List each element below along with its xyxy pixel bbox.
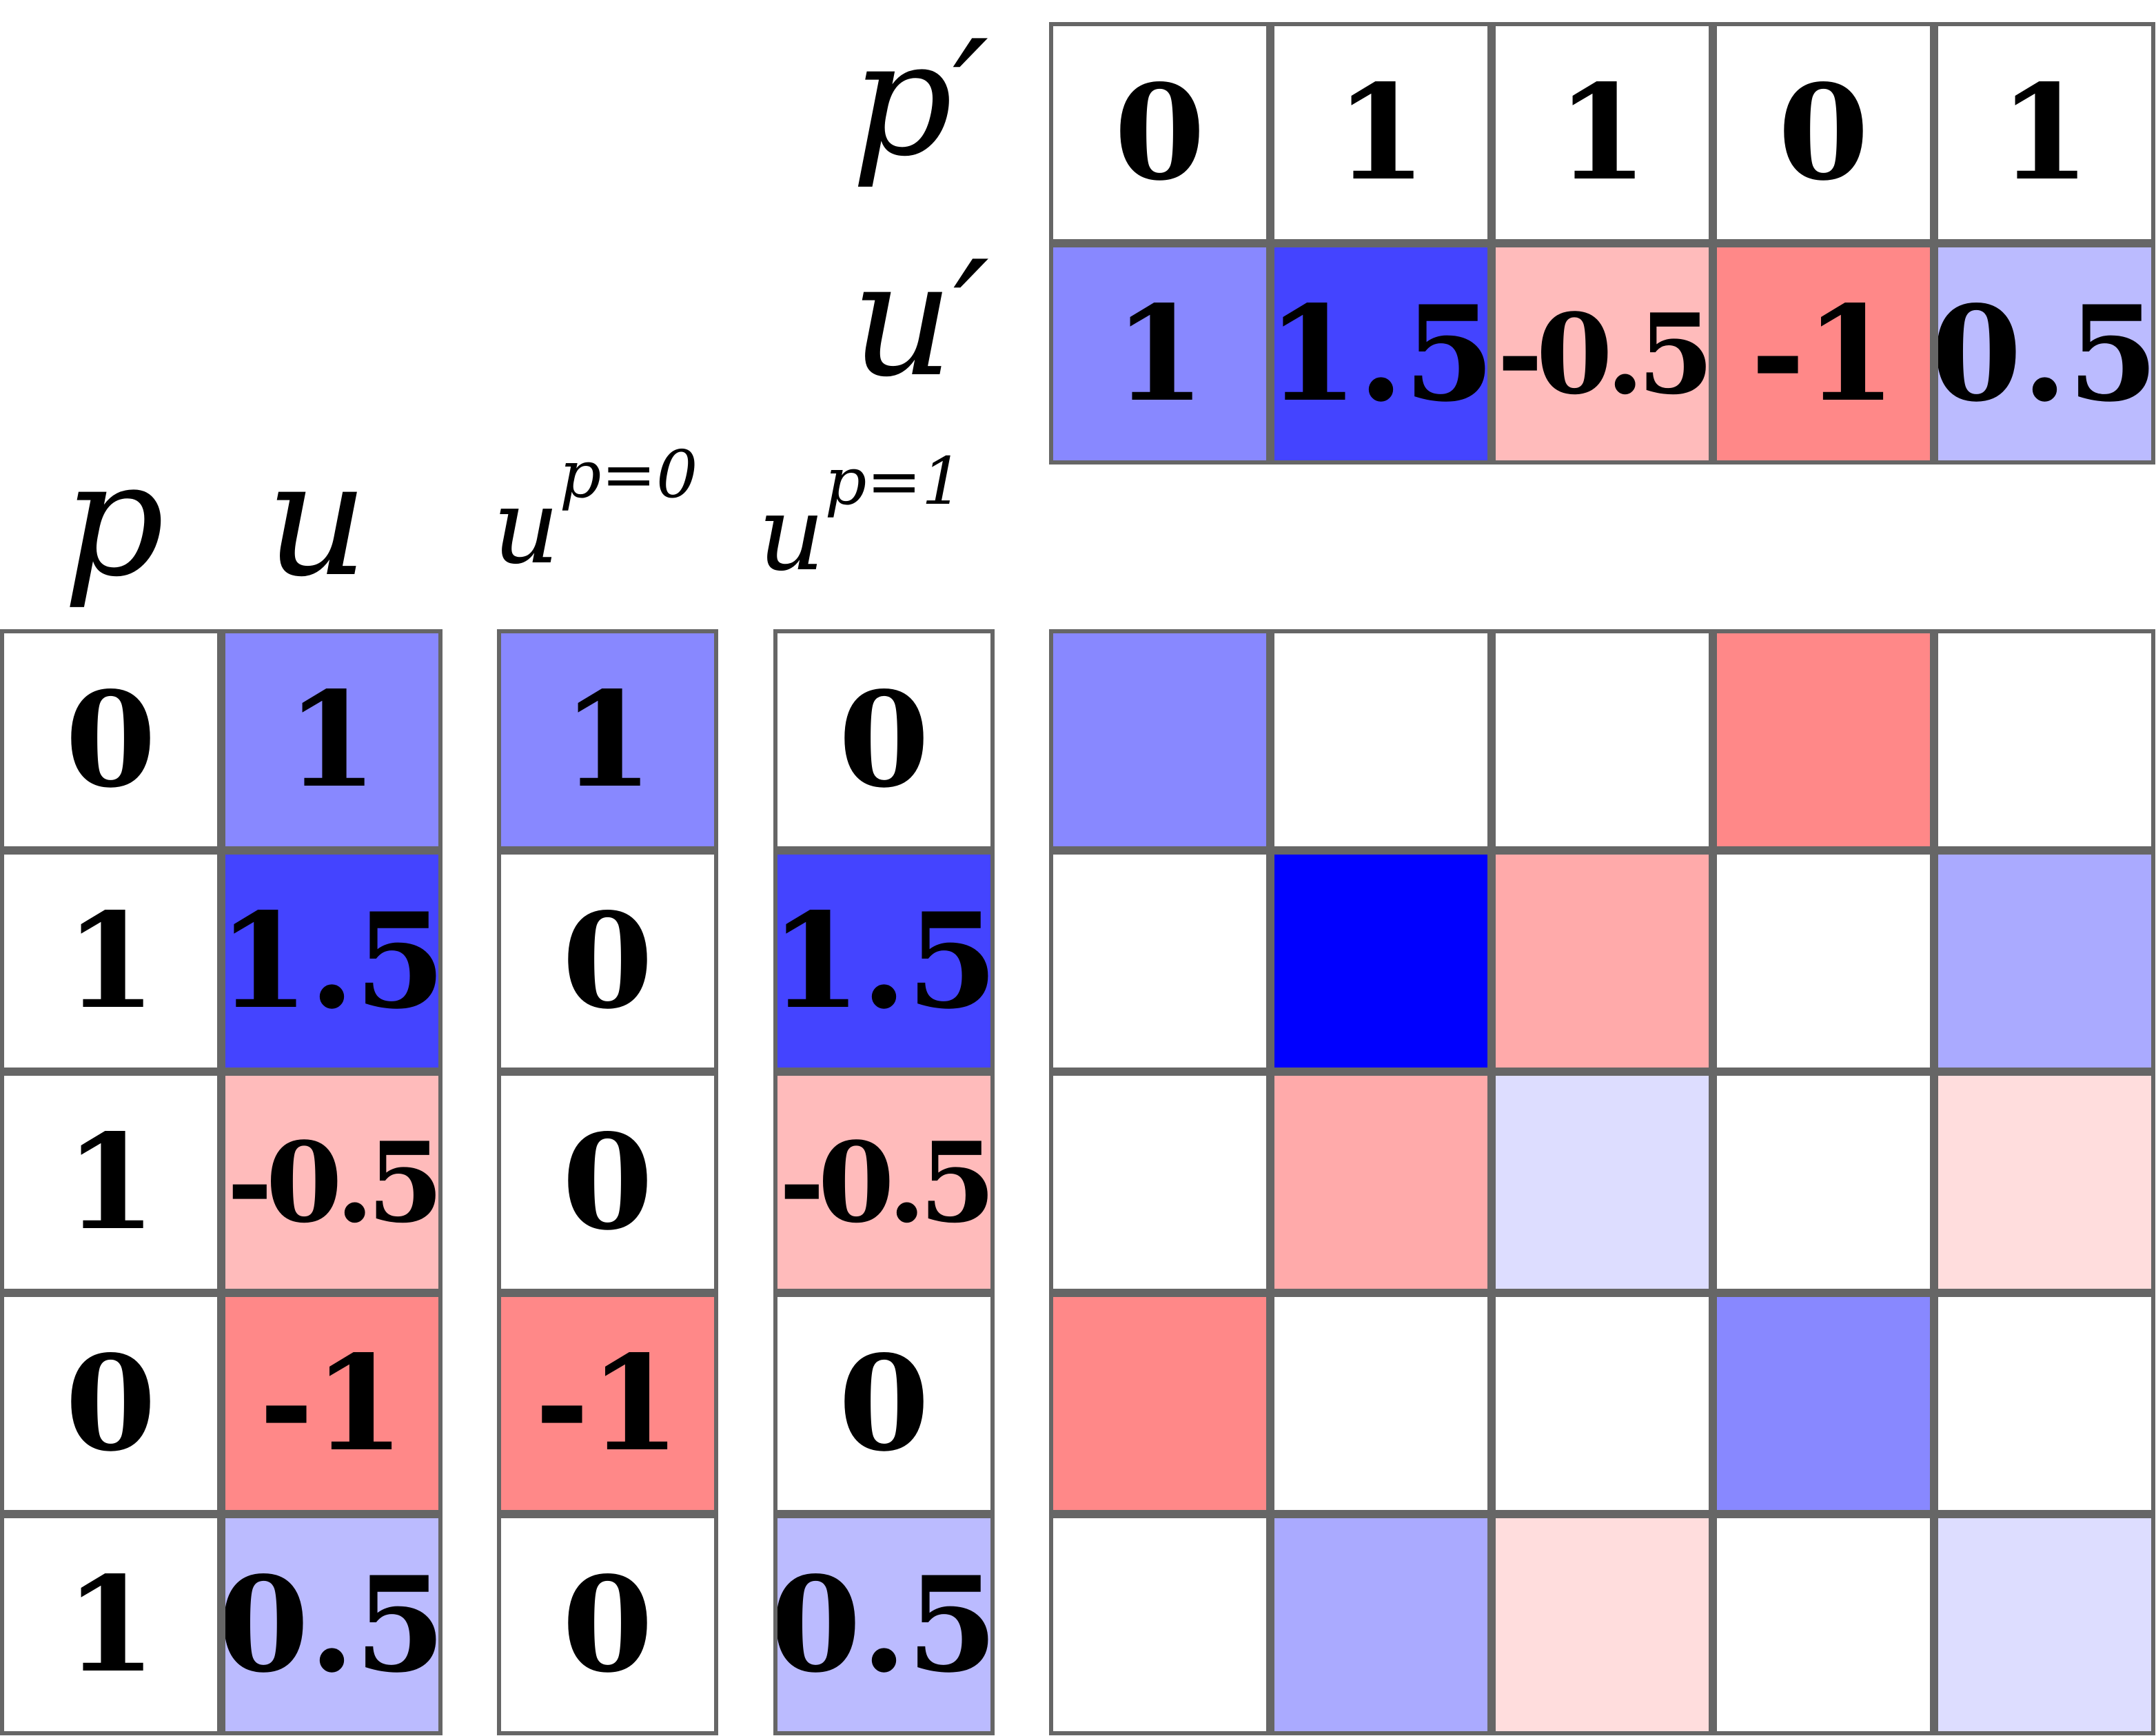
label-u: u xyxy=(265,428,369,612)
matrix-cell xyxy=(1049,1072,1270,1293)
u-cell: -1 xyxy=(221,1293,443,1514)
p-prime-cell: 0 xyxy=(1049,22,1270,243)
u-p0-cell-value: 1 xyxy=(562,662,653,817)
label-u-p0-superscript: p=0 xyxy=(559,437,698,513)
u-p1-cell-value: 0.5 xyxy=(773,1547,995,1702)
matrix-cell xyxy=(1270,850,1492,1072)
u-p1-cell: 0 xyxy=(773,629,995,850)
p-cell: 0 xyxy=(0,1293,221,1514)
p-cell-value: 1 xyxy=(65,1547,156,1702)
matrix-cell xyxy=(1934,1072,2155,1293)
label-u-p1: up=1 xyxy=(758,449,963,586)
matrix-cell xyxy=(1713,1072,1934,1293)
p-cell-value: 0 xyxy=(65,662,156,817)
u-prime-cell: -1 xyxy=(1713,243,1934,464)
matrix-cell xyxy=(1492,629,1713,850)
u-p1-cell: 0.5 xyxy=(773,1514,995,1735)
u-prime-cell-value: -0.5 xyxy=(1497,289,1709,419)
p-cell-value: 1 xyxy=(65,1105,156,1259)
u-cell: 1 xyxy=(221,629,443,850)
u-p0-cell-value: 0 xyxy=(562,1105,653,1259)
matrix-cell xyxy=(1492,1072,1713,1293)
u-prime-cell-value: 1.5 xyxy=(1270,276,1492,431)
matrix-cell xyxy=(1049,1514,1270,1735)
p-prime-cell: 1 xyxy=(1492,22,1713,243)
u-p0-cell-value: 0 xyxy=(562,884,653,1038)
u-p0-cell-value: 0 xyxy=(562,1547,653,1702)
u-cell-value: 1.5 xyxy=(221,884,443,1038)
u-p1-cell-value: 1.5 xyxy=(773,884,995,1038)
matrix-cell xyxy=(1713,629,1934,850)
u-p0-cell-value: -1 xyxy=(534,1326,681,1480)
matrix-cell xyxy=(1049,850,1270,1072)
u-p0-cell: -1 xyxy=(497,1293,718,1514)
p-prime-cell-value: 1 xyxy=(1335,55,1427,210)
u-p1-cell-value: 0 xyxy=(838,1326,930,1480)
u-cell: 0.5 xyxy=(221,1514,443,1735)
u-prime-cell-value: -1 xyxy=(1750,276,1897,431)
u-cell: 1.5 xyxy=(221,850,443,1072)
matrix-cell xyxy=(1492,1293,1713,1514)
p-cell: 1 xyxy=(0,1514,221,1735)
u-p1-cell: 0 xyxy=(773,1293,995,1514)
u-p1-cell: -0.5 xyxy=(773,1072,995,1293)
label-p-prime: p′ xyxy=(851,8,989,192)
matrix-cell xyxy=(1492,850,1713,1072)
u-cell-value: -0.5 xyxy=(227,1117,438,1247)
matrix-cell xyxy=(1270,629,1492,850)
p-cell: 1 xyxy=(0,1072,221,1293)
matrix-cell xyxy=(1270,1293,1492,1514)
p-prime-cell-value: 0 xyxy=(1778,55,1869,210)
u-p0-cell: 0 xyxy=(497,850,718,1072)
u-prime-cell: 1 xyxy=(1049,243,1270,464)
u-prime-cell: -0.5 xyxy=(1492,243,1713,464)
p-cell: 1 xyxy=(0,850,221,1072)
matrix-cell xyxy=(1049,629,1270,850)
u-p0-cell: 0 xyxy=(497,1514,718,1735)
u-p0-cell: 1 xyxy=(497,629,718,850)
p-cell: 0 xyxy=(0,629,221,850)
matrix-cell xyxy=(1049,1293,1270,1514)
p-cell-value: 1 xyxy=(65,884,156,1038)
p-cell-value: 0 xyxy=(65,1326,156,1480)
u-cell: -0.5 xyxy=(221,1072,443,1293)
p-prime-cell-value: 1 xyxy=(1999,55,2091,210)
label-u-p1-base: u xyxy=(758,474,825,594)
label-u-p0: up=0 xyxy=(493,442,698,580)
p-prime-cell: 1 xyxy=(1270,22,1492,243)
u-p1-cell: 1.5 xyxy=(773,850,995,1072)
p-prime-cell: 0 xyxy=(1713,22,1934,243)
u-cell-value: 1 xyxy=(286,662,378,817)
matrix-cell xyxy=(1934,1293,2155,1514)
p-prime-cell-value: 1 xyxy=(1556,55,1648,210)
matrix-cell xyxy=(1934,850,2155,1072)
matrix-cell xyxy=(1713,1293,1934,1514)
u-prime-cell-value: 1 xyxy=(1114,276,1206,431)
label-u-p0-base: u xyxy=(493,467,560,587)
matrix-cell xyxy=(1270,1514,1492,1735)
matrix-cell xyxy=(1934,1514,2155,1735)
matrix-cell xyxy=(1713,1514,1934,1735)
u-p1-cell-value: 0 xyxy=(838,662,930,817)
p-prime-cell-value: 0 xyxy=(1114,55,1206,210)
u-p1-cell-value: -0.5 xyxy=(779,1117,990,1247)
label-p: p xyxy=(63,428,165,612)
label-u-prime: u′ xyxy=(851,228,990,412)
matrix-cell xyxy=(1713,850,1934,1072)
matrix-cell xyxy=(1492,1514,1713,1735)
u-cell-value: 0.5 xyxy=(221,1547,443,1702)
u-prime-cell: 1.5 xyxy=(1270,243,1492,464)
matrix-cell xyxy=(1270,1072,1492,1293)
u-cell-value: -1 xyxy=(258,1326,405,1480)
label-u-p1-superscript: p=1 xyxy=(824,444,964,520)
u-p0-cell: 0 xyxy=(497,1072,718,1293)
p-prime-cell: 1 xyxy=(1934,22,2155,243)
matrix-cell xyxy=(1934,629,2155,850)
u-prime-cell-value: 0.5 xyxy=(1934,276,2155,431)
u-prime-cell: 0.5 xyxy=(1934,243,2155,464)
